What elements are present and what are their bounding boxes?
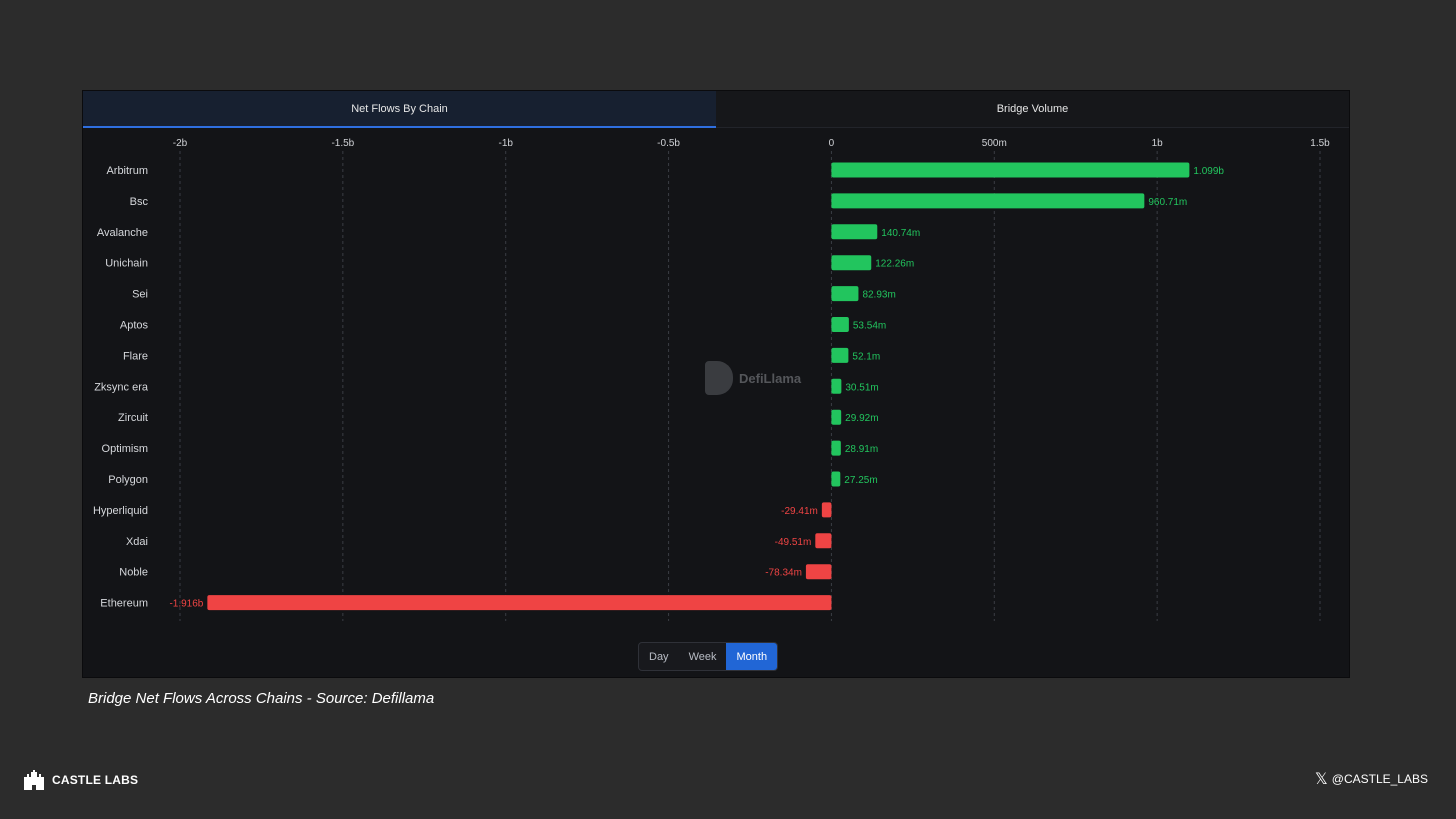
net-flows-chart: -2b -1.5b -1b -0.5b 0 500m 1b 1.5b Arbitrum 1.099… [93,138,1330,621]
bar [207,595,832,611]
bar [805,564,832,580]
data-label: 27.25m [844,475,877,486]
defillama-watermark: DefiLlama [705,361,801,395]
category-label: Bsc [130,196,149,208]
category-label: Sei [132,289,148,301]
x-tick-label: 1b [1152,138,1164,149]
category-label: Noble [119,567,148,579]
category-label: Polygon [108,474,148,486]
watermark-text: DefiLlama [739,370,802,386]
data-label: 960.71m [1148,197,1187,208]
bar [831,224,878,240]
data-label: 122.26m [875,259,914,270]
category-label: Zksync era [94,381,149,393]
castle-labs-name: CASTLE LABS [52,773,139,787]
category-label: Aptos [120,320,149,332]
data-label: 53.54m [853,321,886,332]
bar [831,193,1145,209]
data-label: -49.51m [775,537,812,548]
tab-net-flows-by-chain[interactable]: Net Flows By Chain [83,91,716,128]
period-toggle: Day Week Month [638,642,779,671]
castle-labs-brand: CASTLE LABS [22,768,138,792]
x-tick-label: -1b [498,138,513,149]
category-label: Unichain [105,258,148,270]
bar [831,409,842,425]
category-label: Arbitrum [106,165,148,177]
x-tick-label: -1.5b [331,138,354,149]
category-label: Xdai [126,536,148,548]
category-label: Flare [123,350,148,362]
chart-tabs: Net Flows By Chain Bridge Volume [83,91,1349,128]
x-tick-label: 0 [829,138,835,149]
period-day-button[interactable]: Day [649,650,669,663]
data-label: 28.91m [845,444,878,455]
data-label: 52.1m [852,351,880,362]
data-label: -78.34m [765,568,802,579]
tab-bridge-volume[interactable]: Bridge Volume [716,91,1349,128]
bar [831,347,849,363]
x-tick-label: -0.5b [657,138,680,149]
data-label: -1.916b [169,599,203,610]
bar [831,471,841,487]
bar [831,255,872,271]
chart-panel: Net Flows By Chain Bridge Volume -2b -1.5… [82,90,1350,678]
x-logo-icon: 𝕏 [1314,769,1328,788]
category-label: Avalanche [97,227,148,239]
category-label: Zircuit [118,412,148,424]
x-handle-text: @CASTLE_LABS [1331,772,1428,786]
x-tick-label: 500m [982,138,1007,149]
bar [831,317,849,332]
bar [821,502,832,518]
bar [815,533,832,549]
x-handle: 𝕏 @CASTLE_LABS [1315,771,1428,787]
category-label: Hyperliquid [93,505,148,517]
data-label: 29.92m [845,413,878,424]
x-tick-label: 1.5b [1310,138,1330,149]
data-label: 140.74m [881,228,920,239]
period-week-button[interactable]: Week [688,650,717,663]
bar [831,378,842,394]
x-tick-label: -2b [173,138,188,149]
data-label: 82.93m [862,290,895,301]
data-label: -29.41m [781,506,818,517]
category-label: Ethereum [100,598,148,610]
period-month-button[interactable]: Month [726,643,778,670]
category-label: Optimism [102,443,148,455]
castle-icon [24,770,44,790]
bar [831,286,859,302]
figure-caption: Bridge Net Flows Across Chains - Source:… [88,690,435,707]
data-label: 1.099b [1193,166,1224,177]
data-label: 30.51m [845,382,878,393]
bar [831,440,841,456]
bar [831,162,1190,178]
defillama-logo-icon [705,361,733,395]
